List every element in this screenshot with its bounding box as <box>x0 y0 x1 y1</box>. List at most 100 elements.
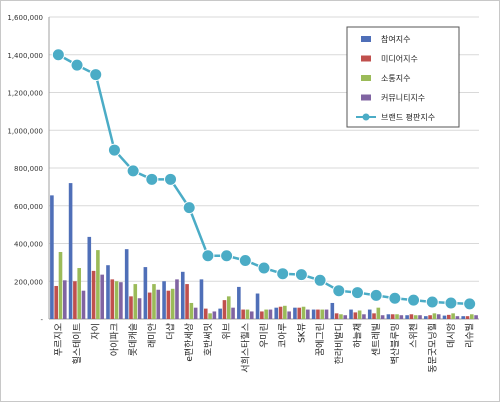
line-point <box>388 291 402 305</box>
y-tick-label: 1,600,000 <box>7 14 43 22</box>
y-tick-label: 1,200,000 <box>7 90 43 98</box>
bar <box>170 288 175 319</box>
bar <box>283 305 287 319</box>
bar <box>380 315 385 319</box>
bar <box>418 315 422 319</box>
line-point <box>182 201 196 215</box>
bar <box>100 274 104 319</box>
x-tick-label: 코아루 <box>278 323 289 348</box>
bar <box>316 309 320 319</box>
line-point <box>350 286 364 300</box>
x-tick-label: 동문굿모닝힐 <box>426 323 438 373</box>
bar <box>133 284 138 319</box>
bar <box>162 281 166 319</box>
legend-swatch <box>361 75 371 81</box>
line-point <box>313 273 327 287</box>
bar <box>260 311 264 319</box>
y-tick-label: 800,000 <box>14 165 43 173</box>
bar <box>245 309 250 319</box>
bar <box>218 308 222 319</box>
bar <box>376 307 381 319</box>
bar <box>212 311 217 319</box>
bar <box>189 302 194 319</box>
x-tick-label: 데시앙 <box>445 323 457 348</box>
bar <box>306 309 310 319</box>
x-tick-label: 푸르지오 <box>53 323 64 356</box>
x-tick-label: 힐스테이트 <box>71 323 83 364</box>
bar <box>222 300 227 319</box>
x-tick-label: 우미린 <box>259 323 270 348</box>
bar <box>58 251 63 319</box>
x-tick-label: 벽산블루밍 <box>390 323 401 364</box>
legend-label: 미디어지수 <box>381 54 418 64</box>
x-tick-label: 자이 <box>91 323 102 340</box>
bar <box>166 290 171 319</box>
line-point <box>407 293 421 307</box>
line-point <box>369 288 383 302</box>
bar-series <box>50 183 478 319</box>
bar <box>175 279 179 319</box>
y-tick-label: 1,400,000 <box>7 52 43 60</box>
bar <box>77 268 81 319</box>
y-tick-label: - <box>40 316 43 324</box>
bar <box>81 290 86 319</box>
line-point <box>276 267 290 281</box>
x-tick-label: 하늘채 <box>352 323 363 348</box>
bar <box>278 306 283 319</box>
bar <box>390 314 395 319</box>
bar <box>334 313 339 319</box>
x-axis: 푸르지오 힐스테이트 자이 아이파크 롯데캐슬 래미안 더샵 e편한세상 호반써밋 위브 서희스타힐… <box>53 323 475 373</box>
bar <box>320 309 325 319</box>
y-tick-label: 1,000,000 <box>7 127 43 135</box>
bar <box>465 316 470 319</box>
bar <box>54 285 58 319</box>
x-tick-label: 위브 <box>222 323 233 340</box>
x-tick-label: 서희스타힐스 <box>239 323 251 373</box>
bar <box>268 309 273 319</box>
bar <box>119 282 123 319</box>
bar <box>442 315 447 319</box>
bar <box>362 314 366 319</box>
legend-label: 참여지수 <box>381 34 410 44</box>
bar <box>447 314 451 319</box>
bar <box>461 316 466 319</box>
bar <box>208 313 212 319</box>
bar <box>143 267 148 319</box>
line-point <box>238 253 252 267</box>
bar <box>199 279 204 319</box>
bar <box>203 308 208 319</box>
bar <box>455 316 460 319</box>
legend-label: 커뮤니티지수 <box>381 93 425 103</box>
y-tick-label: 200,000 <box>14 278 43 286</box>
bar <box>330 302 335 319</box>
bar <box>249 311 254 319</box>
bar <box>297 307 302 319</box>
line-point <box>89 68 103 82</box>
bar <box>395 314 399 319</box>
bar <box>470 314 474 319</box>
bar <box>137 298 142 319</box>
bar <box>110 279 115 319</box>
line-point <box>164 172 178 186</box>
bar <box>156 289 161 319</box>
bar <box>114 281 119 319</box>
bar <box>274 307 279 319</box>
bar <box>147 292 152 319</box>
bar <box>349 309 353 319</box>
bar <box>436 314 441 319</box>
bar <box>372 313 376 319</box>
bar <box>474 315 478 319</box>
line-point <box>257 261 271 275</box>
line-point <box>444 296 458 310</box>
bar <box>339 314 343 319</box>
grid-lines <box>49 16 479 320</box>
bar <box>62 280 67 319</box>
line-point <box>70 58 84 72</box>
line-point <box>145 172 159 186</box>
bar <box>311 309 316 319</box>
y-axis: - 200,000 400,000 600,000 800,000 1,000,000 1,… <box>7 14 50 324</box>
bar <box>231 307 235 319</box>
line-point <box>463 297 477 311</box>
